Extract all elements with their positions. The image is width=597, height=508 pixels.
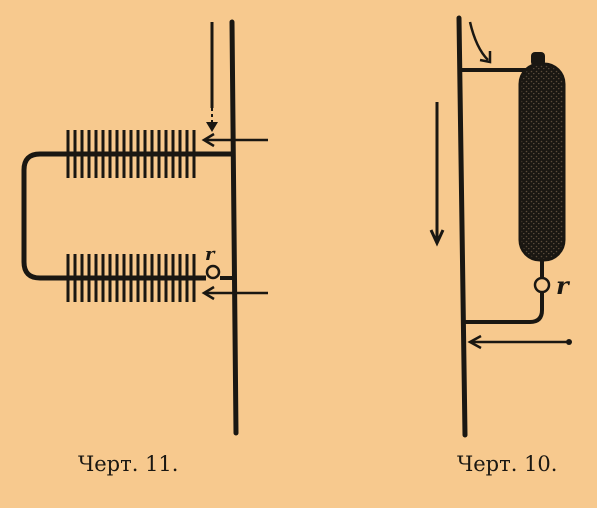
fig10-bottom-arrow-tail — [566, 339, 572, 345]
figure-10-diagram: r — [429, 15, 572, 438]
figure-11-diagram: r — [21, 19, 268, 436]
fig10-curved-arrow-head — [479, 51, 492, 64]
fig10-tap-label: r — [556, 271, 571, 300]
fig10-down-arrow-head — [429, 229, 445, 247]
fig10-bottom-arrow-head — [467, 334, 482, 350]
fig11-tap-valve — [205, 264, 221, 280]
fig11-upper-arrow-head — [201, 132, 215, 148]
fig11-lower-arrow-head — [201, 285, 215, 301]
fig10-main-pipe — [456, 15, 468, 438]
figure-11-caption: Черт. 11. — [78, 452, 179, 476]
fig11-upper-radiator-fins — [66, 130, 196, 178]
figure-10-caption: Черт. 10. — [457, 452, 558, 476]
fig11-tap-label: r — [205, 244, 216, 265]
fig11-flow-arrowhead — [206, 122, 218, 132]
fig11-lower-radiator-fins — [66, 254, 196, 302]
fig11-main-pipe — [229, 19, 239, 436]
fig10-curved-arrow — [468, 21, 489, 61]
fig10-return-pipe — [463, 292, 544, 324]
fig11-loop-pipe — [21, 151, 232, 281]
fig10-tap-valve — [533, 276, 551, 294]
fig10-cylinder-vessel — [518, 62, 566, 262]
